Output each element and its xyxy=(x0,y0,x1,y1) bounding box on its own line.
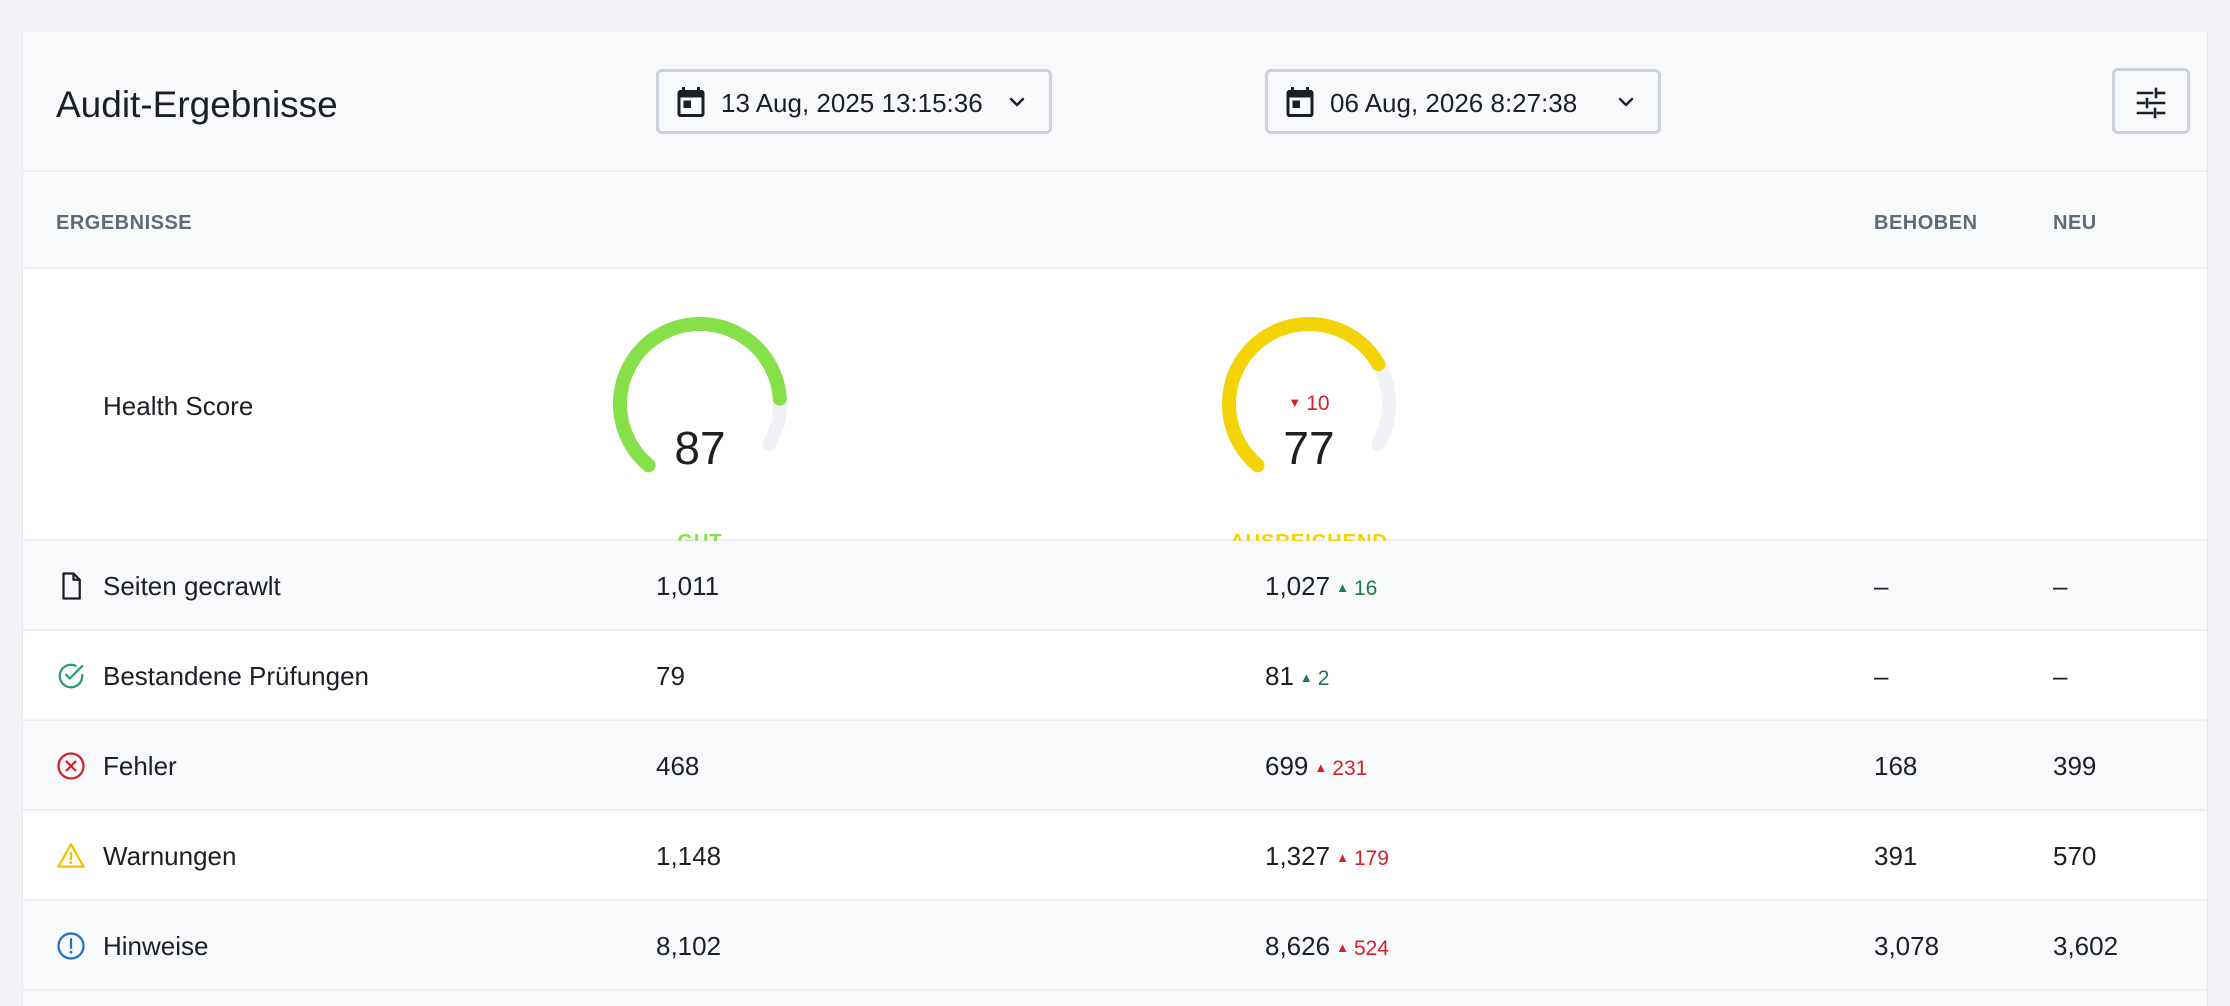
table-row[interactable]: Warnungen 1,148 1,327 ▲ 179 391 570 xyxy=(23,811,2207,901)
sliders-icon xyxy=(2136,87,2166,119)
change-indicator: ▲ 179 xyxy=(1336,847,1389,870)
value-fixed: – xyxy=(1874,571,1889,601)
health-gauge-previous: 87 GUT xyxy=(605,309,805,553)
value-current: 81 ▲ 2 xyxy=(1265,661,1330,691)
value-current: 8,626 ▲ 524 xyxy=(1265,931,1389,961)
warning-icon xyxy=(57,843,85,868)
calendar-icon xyxy=(1286,87,1314,117)
change-indicator: ▲ 231 xyxy=(1314,757,1368,780)
chevron-down-icon xyxy=(1618,97,1634,107)
health-gauge-current: ▼10 77 AUSREICHEND xyxy=(1214,309,1414,553)
col-new: NEU xyxy=(2053,212,2097,234)
value-fixed: 168 xyxy=(1874,751,1918,781)
calendar-icon xyxy=(677,87,705,117)
change-indicator: ▲ 2 xyxy=(1299,667,1330,690)
value-previous: 1,011 xyxy=(656,571,720,601)
arrow-up-icon: ▲ xyxy=(1299,670,1313,685)
row-label: Seiten gecrawlt xyxy=(103,571,281,601)
filter-settings-button[interactable] xyxy=(2112,68,2190,134)
health-score-label: Health Score xyxy=(103,391,254,421)
panel-header: Audit-Ergebnisse 13 Aug, 2025 13:15:36 0… xyxy=(23,32,2207,172)
value-fixed: – xyxy=(1874,661,1889,691)
date-from-value: 13 Aug, 2025 13:15:36 xyxy=(721,88,983,118)
table-row[interactable]: Seiten gecrawlt 1,011 1,027 ▲ 16 – – xyxy=(23,541,2207,631)
page-title: Audit-Ergebnisse xyxy=(56,84,338,125)
gauge-arc xyxy=(1222,317,1396,473)
row-label: Bestandene Prüfungen xyxy=(103,661,369,691)
value-new: 399 xyxy=(2053,751,2097,781)
gauge-arc xyxy=(613,317,787,473)
date-to-select[interactable]: 06 Aug, 2026 8:27:38 xyxy=(1265,69,1661,134)
value-fixed: 391 xyxy=(1874,841,1918,871)
gauge-fill xyxy=(1222,317,1386,473)
value-current: 1,327 ▲ 179 xyxy=(1265,841,1389,871)
info-icon xyxy=(57,932,85,960)
value-fixed: 3,078 xyxy=(1874,931,1940,961)
row-label: Fehler xyxy=(103,751,177,781)
health-score-row: Health Score 87 GUT ▼10 77 AUSREICHEND xyxy=(23,269,2207,553)
table-row[interactable]: Fehler 468 699 ▲ 231 168 399 xyxy=(23,721,2207,811)
arrow-down-icon: ▼ xyxy=(1288,395,1302,410)
audit-results-panel: Audit-Ergebnisse 13 Aug, 2025 13:15:36 0… xyxy=(22,32,2208,1006)
arrow-up-icon: ▲ xyxy=(1336,850,1349,865)
value-previous: 1,148 xyxy=(656,841,722,871)
row-label: Warnungen xyxy=(103,841,237,871)
value-previous: 8,102 xyxy=(656,931,722,961)
value-new: 570 xyxy=(2053,841,2097,871)
col-results: ERGEBNISSE xyxy=(56,212,193,234)
check-circle-icon xyxy=(58,663,84,689)
change-indicator: ▲ 524 xyxy=(1336,937,1389,960)
column-header: ERGEBNISSE BEHOBEN NEU xyxy=(23,172,2207,269)
value-new: 3,602 xyxy=(2053,931,2119,961)
value-new: – xyxy=(2053,571,2068,601)
gauge-fill xyxy=(613,317,787,473)
arrow-up-icon: ▲ xyxy=(1336,580,1349,595)
change-indicator: ▲ 16 xyxy=(1336,577,1378,600)
gauge-score: 87 xyxy=(674,422,726,474)
gauge-score: 77 xyxy=(1283,422,1335,474)
value-new: – xyxy=(2053,661,2068,691)
value-current: 1,027 ▲ 16 xyxy=(1265,571,1378,601)
value-current: 699 ▲ 231 xyxy=(1265,751,1368,781)
table-row[interactable]: Hinweise 8,102 8,626 ▲ 524 3,078 3,602 xyxy=(23,901,2207,991)
page-icon xyxy=(62,572,81,600)
row-label: Hinweise xyxy=(103,931,209,961)
date-from-select[interactable]: 13 Aug, 2025 13:15:36 xyxy=(656,69,1052,134)
col-fixed: BEHOBEN xyxy=(1874,212,1978,234)
error-icon xyxy=(57,752,85,780)
arrow-up-icon: ▲ xyxy=(1314,760,1328,775)
chevron-down-icon xyxy=(1009,97,1025,107)
value-previous: 468 xyxy=(656,751,700,781)
arrow-up-icon: ▲ xyxy=(1336,940,1349,955)
value-previous: 79 xyxy=(656,661,685,691)
table-row[interactable]: Bestandene Prüfungen 79 81 ▲ 2 – – xyxy=(23,631,2207,721)
score-change: ▼ 10 xyxy=(1288,392,1330,415)
date-to-value: 06 Aug, 2026 8:27:38 xyxy=(1330,88,1578,118)
